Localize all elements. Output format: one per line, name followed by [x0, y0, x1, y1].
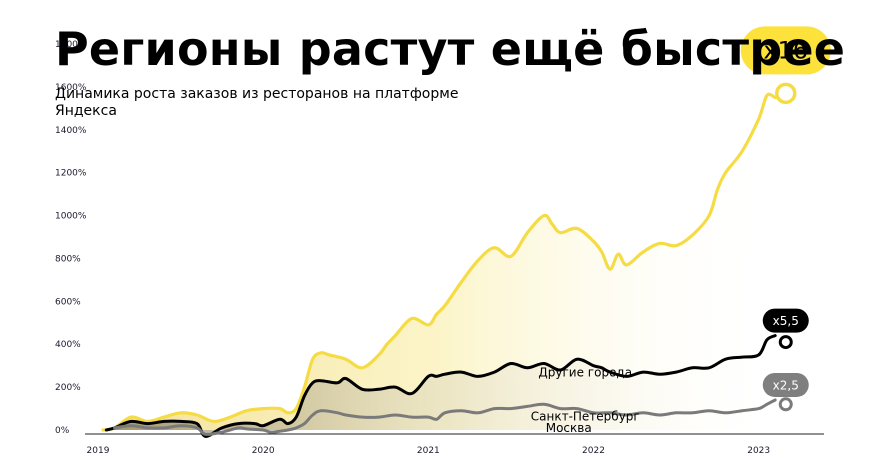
- series-badge-spb: [762, 308, 809, 333]
- y-tick-label: 1400%: [55, 126, 87, 136]
- series-area-spb: [106, 335, 776, 437]
- x-tick-label: 2019: [87, 446, 110, 456]
- area-fills: [103, 94, 776, 437]
- y-tick-label: 1600%: [55, 83, 87, 93]
- x-axis: 2019 2020 2021 2022 2023: [85, 433, 824, 456]
- series-lines: [101, 92, 777, 438]
- series-badge-others: [740, 26, 831, 75]
- y-tick-label: 0%: [55, 426, 70, 436]
- series-label-others: Другие города: [538, 365, 632, 379]
- series-line-others: [101, 92, 777, 432]
- series-badges: x16 x5,5 x2,5: [740, 26, 831, 412]
- y-axis: 0% 200% 400% 600% 800% 1000% 1200% 1400% 1600% 18…: [55, 40, 87, 436]
- page-title: Регионы растут ещё быстрее: [55, 22, 846, 76]
- series-area-others: [103, 94, 776, 430]
- series-line-spb: [104, 334, 777, 438]
- y-tick-label: 1200%: [55, 169, 87, 179]
- x-tick-label: 2020: [252, 446, 275, 456]
- x-tick-label: 2021: [417, 446, 440, 456]
- series-badge-label-spb: x5,5: [773, 314, 799, 328]
- y-tick-label: 200%: [55, 383, 81, 393]
- x-tick-label: 2022: [582, 446, 605, 456]
- page-subtitle: Динамика роста заказов из ресторанов на …: [55, 86, 459, 119]
- series-badge-label-others: x16: [763, 36, 808, 64]
- series-badge-moscow: [762, 372, 809, 397]
- y-tick-label: 600%: [55, 297, 81, 307]
- y-tick-label: 800%: [55, 254, 81, 264]
- y-tick-label: 1800%: [55, 40, 87, 50]
- series-line-moscow: [113, 398, 777, 436]
- series-badge-label-moscow: x2,5: [773, 378, 799, 392]
- series-label-spb: Санкт-Петербург: [531, 409, 640, 423]
- x-tick-label: 2023: [747, 446, 770, 456]
- series-end-marker-spb: [778, 335, 793, 350]
- series-end-marker-moscow: [778, 397, 793, 412]
- y-tick-label: 400%: [55, 340, 81, 350]
- series-end-marker-others: [775, 82, 797, 105]
- series-label-moscow: Москва: [546, 421, 592, 435]
- y-tick-label: 1000%: [55, 212, 87, 222]
